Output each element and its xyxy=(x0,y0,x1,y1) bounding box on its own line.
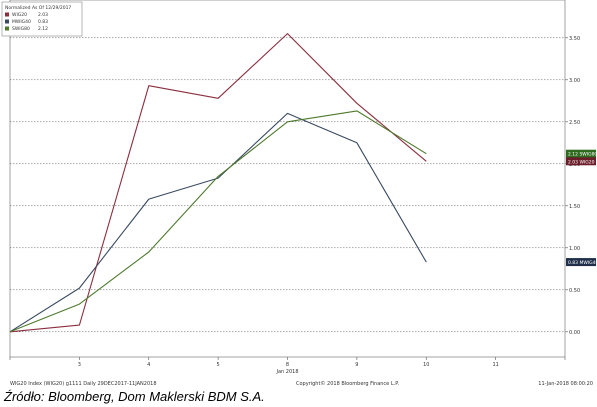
y-tick-label: 3.50 xyxy=(569,36,580,42)
x-tick-label: 8 xyxy=(286,362,289,368)
legend-value: 2.03 xyxy=(38,12,48,18)
last-value-tag-label: 2.12 SWIG80 xyxy=(568,152,597,158)
x-tick-label: 4 xyxy=(147,362,150,368)
series-line-mwig40 xyxy=(9,112,427,333)
y-axis: 0.000.501.001.502.002.503.003.50 xyxy=(565,36,580,336)
footer-left: WIG20 Index (WIG20) g1111 Daily 29DEC201… xyxy=(10,381,157,387)
x-tick-label: 5 xyxy=(217,362,220,368)
y-tick-label: 2.50 xyxy=(569,120,580,126)
last-value-tag xyxy=(566,157,596,166)
y-tick-label: 0.00 xyxy=(569,330,580,336)
legend-label: MWIG40 xyxy=(12,19,31,25)
legend-value: 2.12 xyxy=(38,26,48,32)
x-axis-sublabel: Jan 2018 xyxy=(275,369,298,375)
source-caption: Źródło: Bloomberg, Dom Maklerski BDM S.A… xyxy=(4,389,265,404)
footer-right: 11-Jan-2018 08:00:20 xyxy=(538,381,593,387)
footer-center: Copyright© 2018 Bloomberg Finance L.P. xyxy=(296,380,399,387)
x-tick-label: 3 xyxy=(78,362,81,368)
series-lines xyxy=(9,33,427,333)
y-tick-label: 1.50 xyxy=(569,204,580,210)
last-value-tag xyxy=(566,258,596,267)
last-value-tag xyxy=(566,149,596,158)
legend-swatch xyxy=(5,19,9,24)
legend-value: 0.83 xyxy=(38,19,48,25)
last-value-tag-label: 0.83 MWIG40 xyxy=(568,260,597,266)
y-tick-label: 3.00 xyxy=(569,78,580,84)
series-line-wig20 xyxy=(9,33,427,333)
legend-swatch xyxy=(5,12,9,17)
x-tick-label: 10 xyxy=(423,362,429,368)
plot-area xyxy=(9,0,566,358)
grid-lines xyxy=(10,37,565,333)
x-axis: 3 4 5 8 9 10 11 Jan 2018 xyxy=(9,357,566,375)
series-line-swig80 xyxy=(9,110,427,333)
legend-label: SWIG80 xyxy=(12,26,30,32)
x-tick-label: 11 xyxy=(492,362,498,368)
y-tick-label: 0.50 xyxy=(569,288,580,294)
x-tick-label: 9 xyxy=(355,362,358,368)
y-tick-label: 1.00 xyxy=(569,246,580,252)
last-value-tag-label: 2.03 WIG20 xyxy=(568,159,595,165)
legend-box xyxy=(1,1,83,37)
legend-title: Normalized As Of 12/29/2017 xyxy=(5,5,71,11)
legend-swatch xyxy=(5,26,9,31)
legend-label: WIG20 xyxy=(12,12,27,18)
